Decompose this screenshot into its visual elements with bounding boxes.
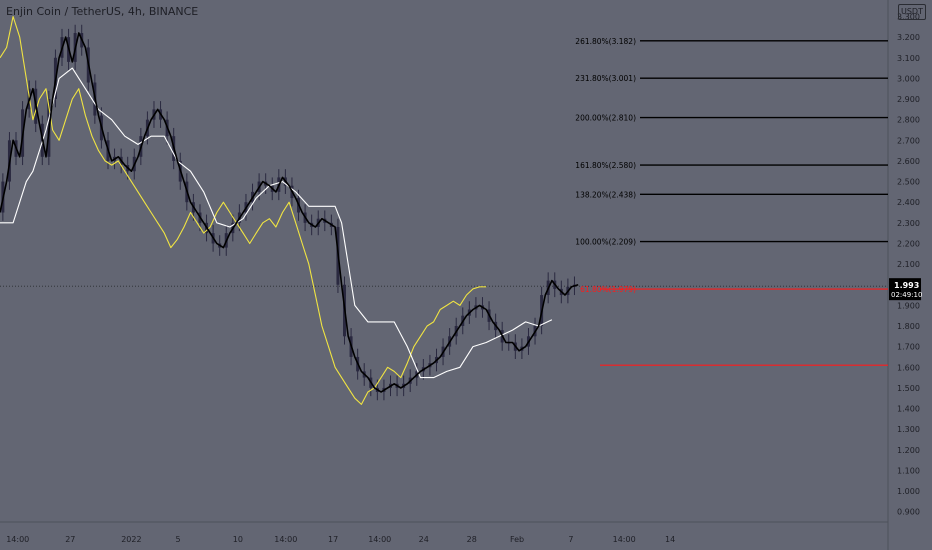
symbol-label[interactable]: Enjin Coin / TetherUS, 4h, BINANCE <box>6 5 199 18</box>
y-tick-label: 1.000 <box>897 487 920 496</box>
fib-level-label: 161.80%(2.580) <box>575 161 636 170</box>
y-tick-label: 1.300 <box>897 425 920 434</box>
x-tick-label: 14:00 <box>368 535 391 544</box>
x-tick-label: Feb <box>510 535 524 544</box>
y-tick-label: 2.900 <box>897 95 920 104</box>
x-tick-label: 14 <box>665 535 675 544</box>
current-price-label: 1.993 <box>894 281 919 290</box>
y-tick-label: 3.300 <box>897 13 920 22</box>
y-tick-label: 1.900 <box>897 301 920 310</box>
moving-average-yellow-line <box>0 15 487 405</box>
y-tick-label: 2.300 <box>897 219 920 228</box>
y-tick-label: 2.500 <box>897 178 920 187</box>
y-tick-label: 2.200 <box>897 239 920 248</box>
x-tick-label: 17 <box>328 535 338 544</box>
currency-button[interactable]: USDT <box>898 4 926 20</box>
y-tick-label: 1.800 <box>897 322 920 331</box>
y-tick-label: 3.000 <box>897 74 920 83</box>
red-level-label: 61.80%(1.979) <box>580 285 636 294</box>
price-line <box>0 32 579 393</box>
y-tick-label: 2.700 <box>897 136 920 145</box>
x-tick-label: 28 <box>467 535 477 544</box>
x-tick-label: 5 <box>176 535 181 544</box>
y-tick-label: 0.900 <box>897 508 920 517</box>
x-tick-label: 14:00 <box>6 535 29 544</box>
x-tick-label: 14:00 <box>274 535 297 544</box>
bar-countdown-label: 02:49:10 <box>891 291 922 299</box>
y-tick-label: 2.800 <box>897 116 920 125</box>
x-tick-label: 7 <box>568 535 573 544</box>
moving-average-white-line <box>0 67 553 379</box>
y-tick-label: 3.100 <box>897 54 920 63</box>
y-tick-label: 1.400 <box>897 405 920 414</box>
y-tick-label: 1.200 <box>897 446 920 455</box>
x-tick-label: 2022 <box>121 535 141 544</box>
y-tick-label: 1.600 <box>897 363 920 372</box>
fib-level-label: 200.00%(2.810) <box>575 114 636 123</box>
current-price-badge <box>889 278 921 301</box>
y-tick-label: 2.100 <box>897 260 920 269</box>
y-tick-label: 2.600 <box>897 157 920 166</box>
y-tick-label: 2.400 <box>897 198 920 207</box>
fib-level-label: 261.80%(3.182) <box>575 37 636 46</box>
fib-level-label: 231.80%(3.001) <box>575 74 636 83</box>
x-tick-label: 14:00 <box>613 535 636 544</box>
y-tick-label: 3.200 <box>897 33 920 42</box>
x-tick-label: 27 <box>65 535 75 544</box>
y-tick-label: 1.700 <box>897 343 920 352</box>
fib-level-label: 138.20%(2.438) <box>575 190 636 199</box>
x-tick-label: 10 <box>233 535 243 544</box>
y-tick-label: 1.500 <box>897 384 920 393</box>
x-tick-label: 24 <box>419 535 429 544</box>
y-tick-label: 1.100 <box>897 466 920 475</box>
fib-level-label: 100.00%(2.209) <box>575 238 636 247</box>
